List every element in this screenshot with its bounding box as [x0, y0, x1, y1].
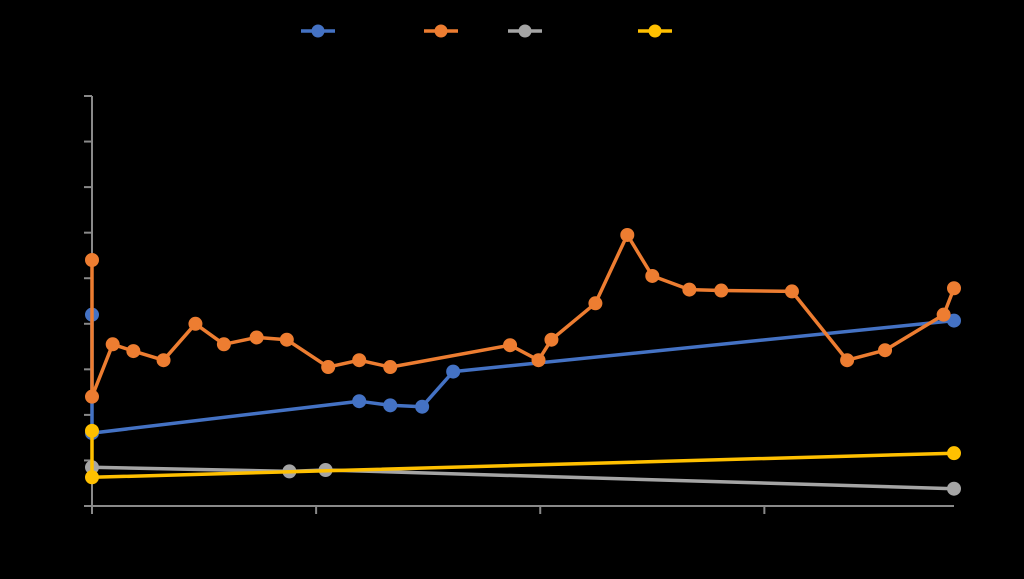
data-point — [878, 343, 893, 358]
legend-marker — [648, 24, 662, 38]
data-point — [415, 399, 430, 414]
chart-legend — [301, 24, 672, 38]
legend-item-series-2 — [424, 24, 458, 38]
data-point — [85, 389, 99, 404]
data-point — [588, 296, 603, 311]
series-2-line — [90, 233, 956, 399]
chart-axes — [84, 95, 954, 514]
chart-plot-area — [85, 227, 961, 496]
series-2 — [85, 227, 961, 404]
data-point — [126, 344, 141, 359]
data-point — [383, 360, 398, 375]
legend-marker — [434, 24, 448, 38]
data-point — [216, 337, 231, 352]
data-point — [784, 284, 799, 299]
legend-marker — [518, 24, 532, 38]
legend-item-series-4 — [638, 24, 672, 38]
series-4 — [85, 423, 961, 485]
data-point — [85, 470, 99, 485]
data-point — [936, 307, 951, 322]
data-point — [85, 423, 99, 438]
data-point — [279, 332, 294, 347]
data-point — [105, 337, 120, 352]
series-3-line — [90, 465, 956, 491]
data-point — [531, 353, 546, 368]
data-point — [383, 398, 398, 413]
data-point — [352, 353, 367, 368]
data-point — [188, 316, 203, 331]
data-point — [714, 283, 729, 298]
data-point — [840, 353, 855, 368]
data-point — [156, 353, 171, 368]
data-point — [947, 481, 961, 496]
data-point — [352, 394, 367, 409]
data-point — [947, 446, 961, 461]
series-1 — [85, 307, 961, 441]
data-point — [85, 253, 99, 267]
data-point — [947, 313, 961, 328]
legend-item-series-3 — [508, 24, 542, 38]
data-point — [947, 281, 961, 296]
data-point — [620, 227, 635, 242]
data-point — [503, 338, 518, 353]
legend-item-series-1 — [301, 24, 335, 38]
data-point — [645, 268, 660, 283]
data-point — [321, 360, 336, 375]
legend-marker — [311, 24, 325, 38]
data-point — [682, 282, 697, 297]
data-point — [544, 332, 559, 347]
data-point — [249, 330, 264, 345]
data-point — [446, 364, 461, 379]
